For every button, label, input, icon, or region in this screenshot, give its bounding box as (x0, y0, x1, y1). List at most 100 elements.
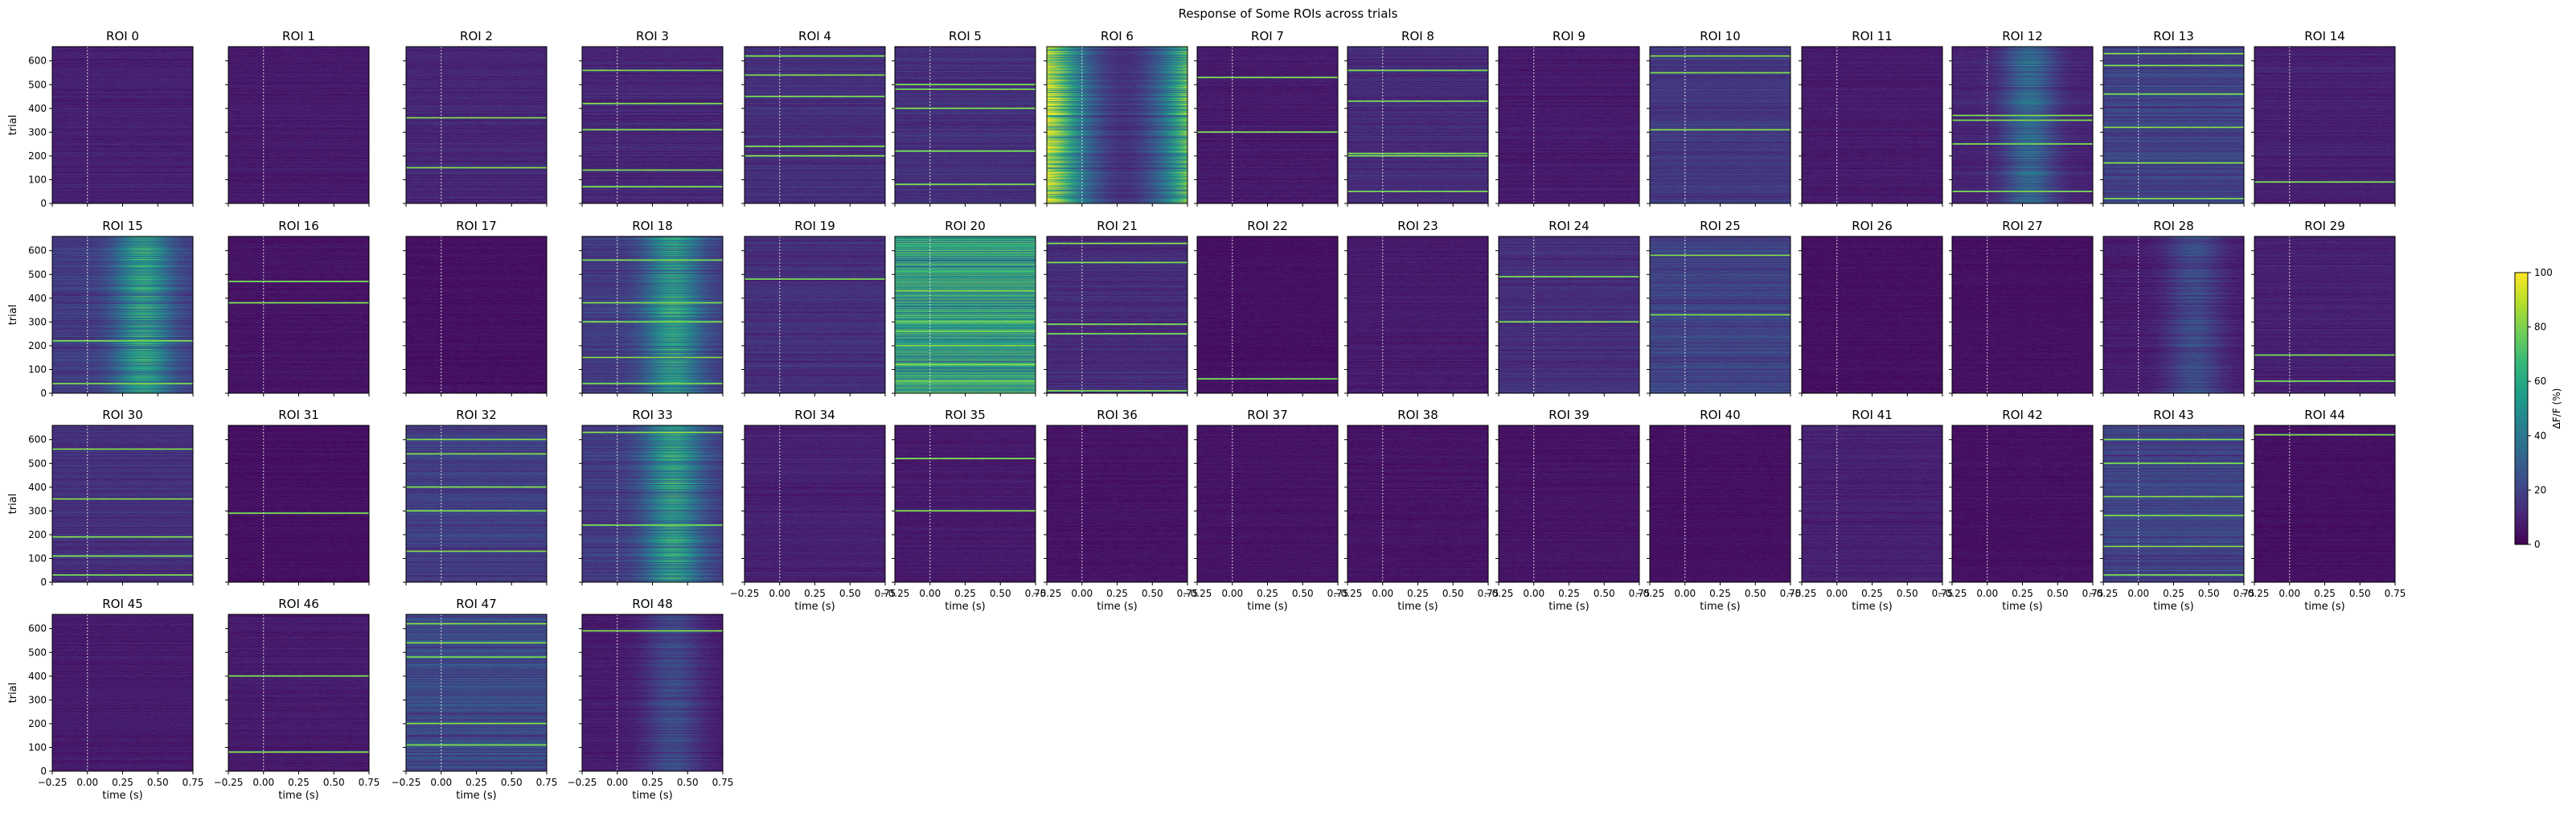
x-tick-label: 0.75 (359, 777, 380, 788)
x-tick-label: 0.25 (1861, 588, 1883, 599)
y-tick-label: 400 (28, 671, 47, 682)
x-tick-label: 0.25 (288, 777, 310, 788)
x-axis-label: time (s) (1097, 601, 1137, 613)
x-tick-label: 0.75 (1780, 588, 1802, 599)
heatmap-panel: ROI 29 (2251, 219, 2396, 396)
heatmap-panel: ROI 28 (2100, 219, 2245, 396)
heatmap-panel: ROI 46 −0.25 0.00 0.25 0.50 0.75 time (s) (214, 597, 380, 802)
heatmap-panel: ROI 47 −0.25 0.00 0.25 0.50 0.75 time (s) (392, 597, 558, 802)
panel-title: ROI 40 (1700, 408, 1741, 422)
heatmap-image (1802, 236, 1942, 393)
heatmap-image (1802, 425, 1942, 582)
panel-title: ROI 16 (278, 219, 319, 233)
heatmap-image (228, 47, 369, 203)
x-tick-label: 0.00 (2127, 588, 2149, 599)
heatmap-image (1650, 47, 1790, 203)
y-tick-label: 200 (28, 529, 47, 540)
x-tick-label: 0.25 (642, 777, 663, 788)
heatmap-panel: ROI 36 −0.25 0.00 0.25 0.50 0.75 time (s) (1032, 408, 1199, 613)
heatmap-image (1952, 47, 2093, 203)
heatmap-panel: ROI 15 0 100 200 300 400 500 600 trial (7, 219, 194, 399)
heatmap-image (2254, 425, 2395, 582)
x-axis-label: time (s) (794, 601, 835, 613)
panel-title: ROI 41 (1852, 408, 1893, 422)
x-tick-label: 0.00 (430, 777, 452, 788)
x-tick-label: 0.00 (76, 777, 98, 788)
heatmap-panel: ROI 6 (1044, 29, 1188, 207)
heatmap-image (406, 236, 547, 393)
x-tick-label: 0.25 (466, 777, 487, 788)
x-tick-label: 0.75 (712, 777, 734, 788)
x-tick-label: 0.00 (769, 588, 790, 599)
heatmap-image (582, 425, 723, 582)
y-axis-label: trial (7, 115, 19, 136)
heatmap-image (1347, 236, 1488, 393)
panel-title: ROI 30 (102, 408, 143, 422)
x-tick-label: −0.25 (1938, 588, 1967, 599)
heatmap-panel: ROI 42 −0.25 0.00 0.25 0.50 0.75 time (s) (1938, 408, 2104, 613)
heatmap-image (1499, 425, 1639, 582)
x-tick-label: −0.25 (1484, 588, 1514, 599)
heatmap-image (1047, 425, 1188, 582)
y-tick-label: 0 (40, 198, 47, 209)
heatmap-image (52, 425, 193, 582)
y-tick-label: 100 (28, 552, 47, 564)
heatmap-panel: ROI 26 (1799, 219, 1943, 396)
panel-title: ROI 18 (632, 219, 673, 233)
heatmap-image (1499, 47, 1639, 203)
heatmap-image (52, 47, 193, 203)
x-tick-label: 0.25 (2163, 588, 2184, 599)
x-axis-label: time (s) (2002, 601, 2042, 613)
panel-title: ROI 36 (1097, 408, 1138, 422)
heatmap-image (1197, 236, 1338, 393)
x-tick-label: 0.00 (252, 777, 274, 788)
heatmap-image (582, 47, 723, 203)
x-tick-label: 0.00 (606, 777, 628, 788)
heatmap-panel: ROI 10 (1647, 29, 1791, 207)
heatmap-panel: ROI 0 0 100 200 300 400 500 600 trial (7, 29, 194, 209)
x-tick-label: 0.50 (2349, 588, 2371, 599)
x-tick-label: −0.25 (2089, 588, 2119, 599)
x-tick-label: −0.25 (730, 588, 760, 599)
x-tick-label: −0.25 (880, 588, 910, 599)
heatmap-panel: ROI 19 (741, 219, 886, 396)
x-axis-label: time (s) (278, 790, 318, 802)
heatmap-panel: ROI 16 (225, 219, 370, 396)
y-tick-label: 500 (28, 647, 47, 658)
panel-title: ROI 14 (2304, 29, 2345, 43)
x-tick-label: 0.25 (112, 777, 133, 788)
panel-title: ROI 8 (1401, 29, 1434, 43)
panel-title: ROI 7 (1251, 29, 1284, 43)
y-tick-label: 100 (28, 363, 47, 375)
x-axis-label: time (s) (632, 790, 672, 802)
heatmap-image (582, 614, 723, 771)
panel-title: ROI 6 (1101, 29, 1134, 43)
x-tick-label: 0.25 (1407, 588, 1429, 599)
x-tick-label: −0.25 (38, 777, 68, 788)
panel-title: ROI 29 (2304, 219, 2345, 233)
panel-title: ROI 32 (456, 408, 497, 422)
panel-title: ROI 34 (794, 408, 835, 422)
x-tick-label: −0.25 (2240, 588, 2270, 599)
colorbar-tick-label: 40 (2534, 430, 2546, 441)
y-tick-label: 200 (28, 718, 47, 729)
y-tick-label: 300 (28, 505, 47, 516)
heatmap-image (1197, 47, 1338, 203)
x-axis-label: time (s) (2304, 601, 2344, 613)
panel-title: ROI 3 (636, 29, 669, 43)
x-tick-label: 0.50 (990, 588, 1011, 599)
panel-title: ROI 25 (1700, 219, 1741, 233)
heatmap-panel: ROI 14 (2251, 29, 2396, 207)
x-tick-label: 0.00 (1523, 588, 1544, 599)
y-axis-label: trial (7, 683, 19, 704)
heatmap-panel: ROI 33 (579, 408, 724, 585)
colorbar-tick-label: 60 (2534, 376, 2546, 387)
heatmap-panel: ROI 9 (1495, 29, 1640, 207)
heatmap-panel: ROI 35 −0.25 0.00 0.25 0.50 0.75 time (s) (880, 408, 1047, 613)
heatmap-panel: ROI 30 0 100 200 300 400 500 600 trial (7, 408, 194, 588)
heatmap-panel: ROI 38 −0.25 0.00 0.25 0.50 0.75 time (s) (1333, 408, 1499, 613)
x-tick-label: 0.00 (1071, 588, 1093, 599)
heatmap-panel: ROI 18 (579, 219, 724, 396)
heatmap-image (1047, 236, 1188, 393)
y-tick-label: 600 (28, 245, 47, 257)
